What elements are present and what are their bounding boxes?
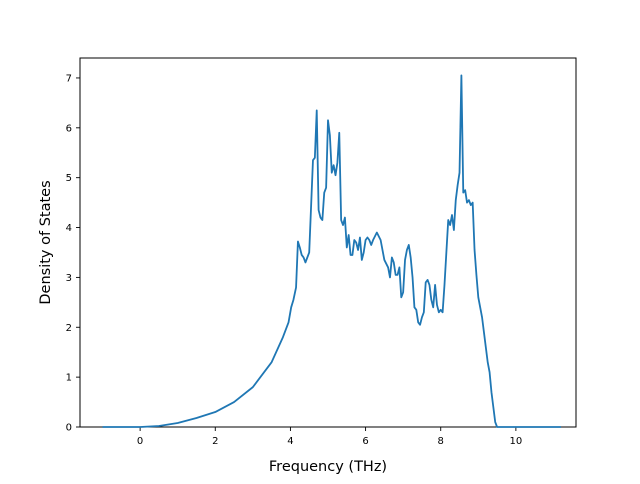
y-tick-label: 6: [66, 123, 72, 134]
y-axis-label: Density of States: [38, 180, 54, 304]
y-tick-label: 3: [66, 273, 72, 284]
y-tick-label: 0: [66, 423, 72, 434]
x-tick-label: 0: [137, 436, 143, 447]
y-tick-label: 4: [66, 223, 72, 234]
x-axis-label: Frequency (THz): [269, 459, 387, 475]
x-tick-label: 4: [287, 436, 293, 447]
y-tick-label: 1: [66, 373, 72, 384]
x-tick-label: 2: [212, 436, 218, 447]
dos-series-line: [102, 74, 561, 428]
y-tick-label: 2: [66, 323, 72, 334]
y-tick-label: 7: [66, 73, 72, 84]
x-axis-ticks: 0 2 4 6 8 10: [137, 427, 522, 447]
y-axis-ticks: 0 1 2 3 4 5 6 7: [66, 73, 80, 434]
x-tick-label: 8: [438, 436, 444, 447]
plot-frame: [79, 57, 577, 428]
x-tick-label: 10: [510, 436, 523, 447]
x-tick-label: 6: [362, 436, 368, 447]
y-tick-label: 5: [66, 173, 72, 184]
